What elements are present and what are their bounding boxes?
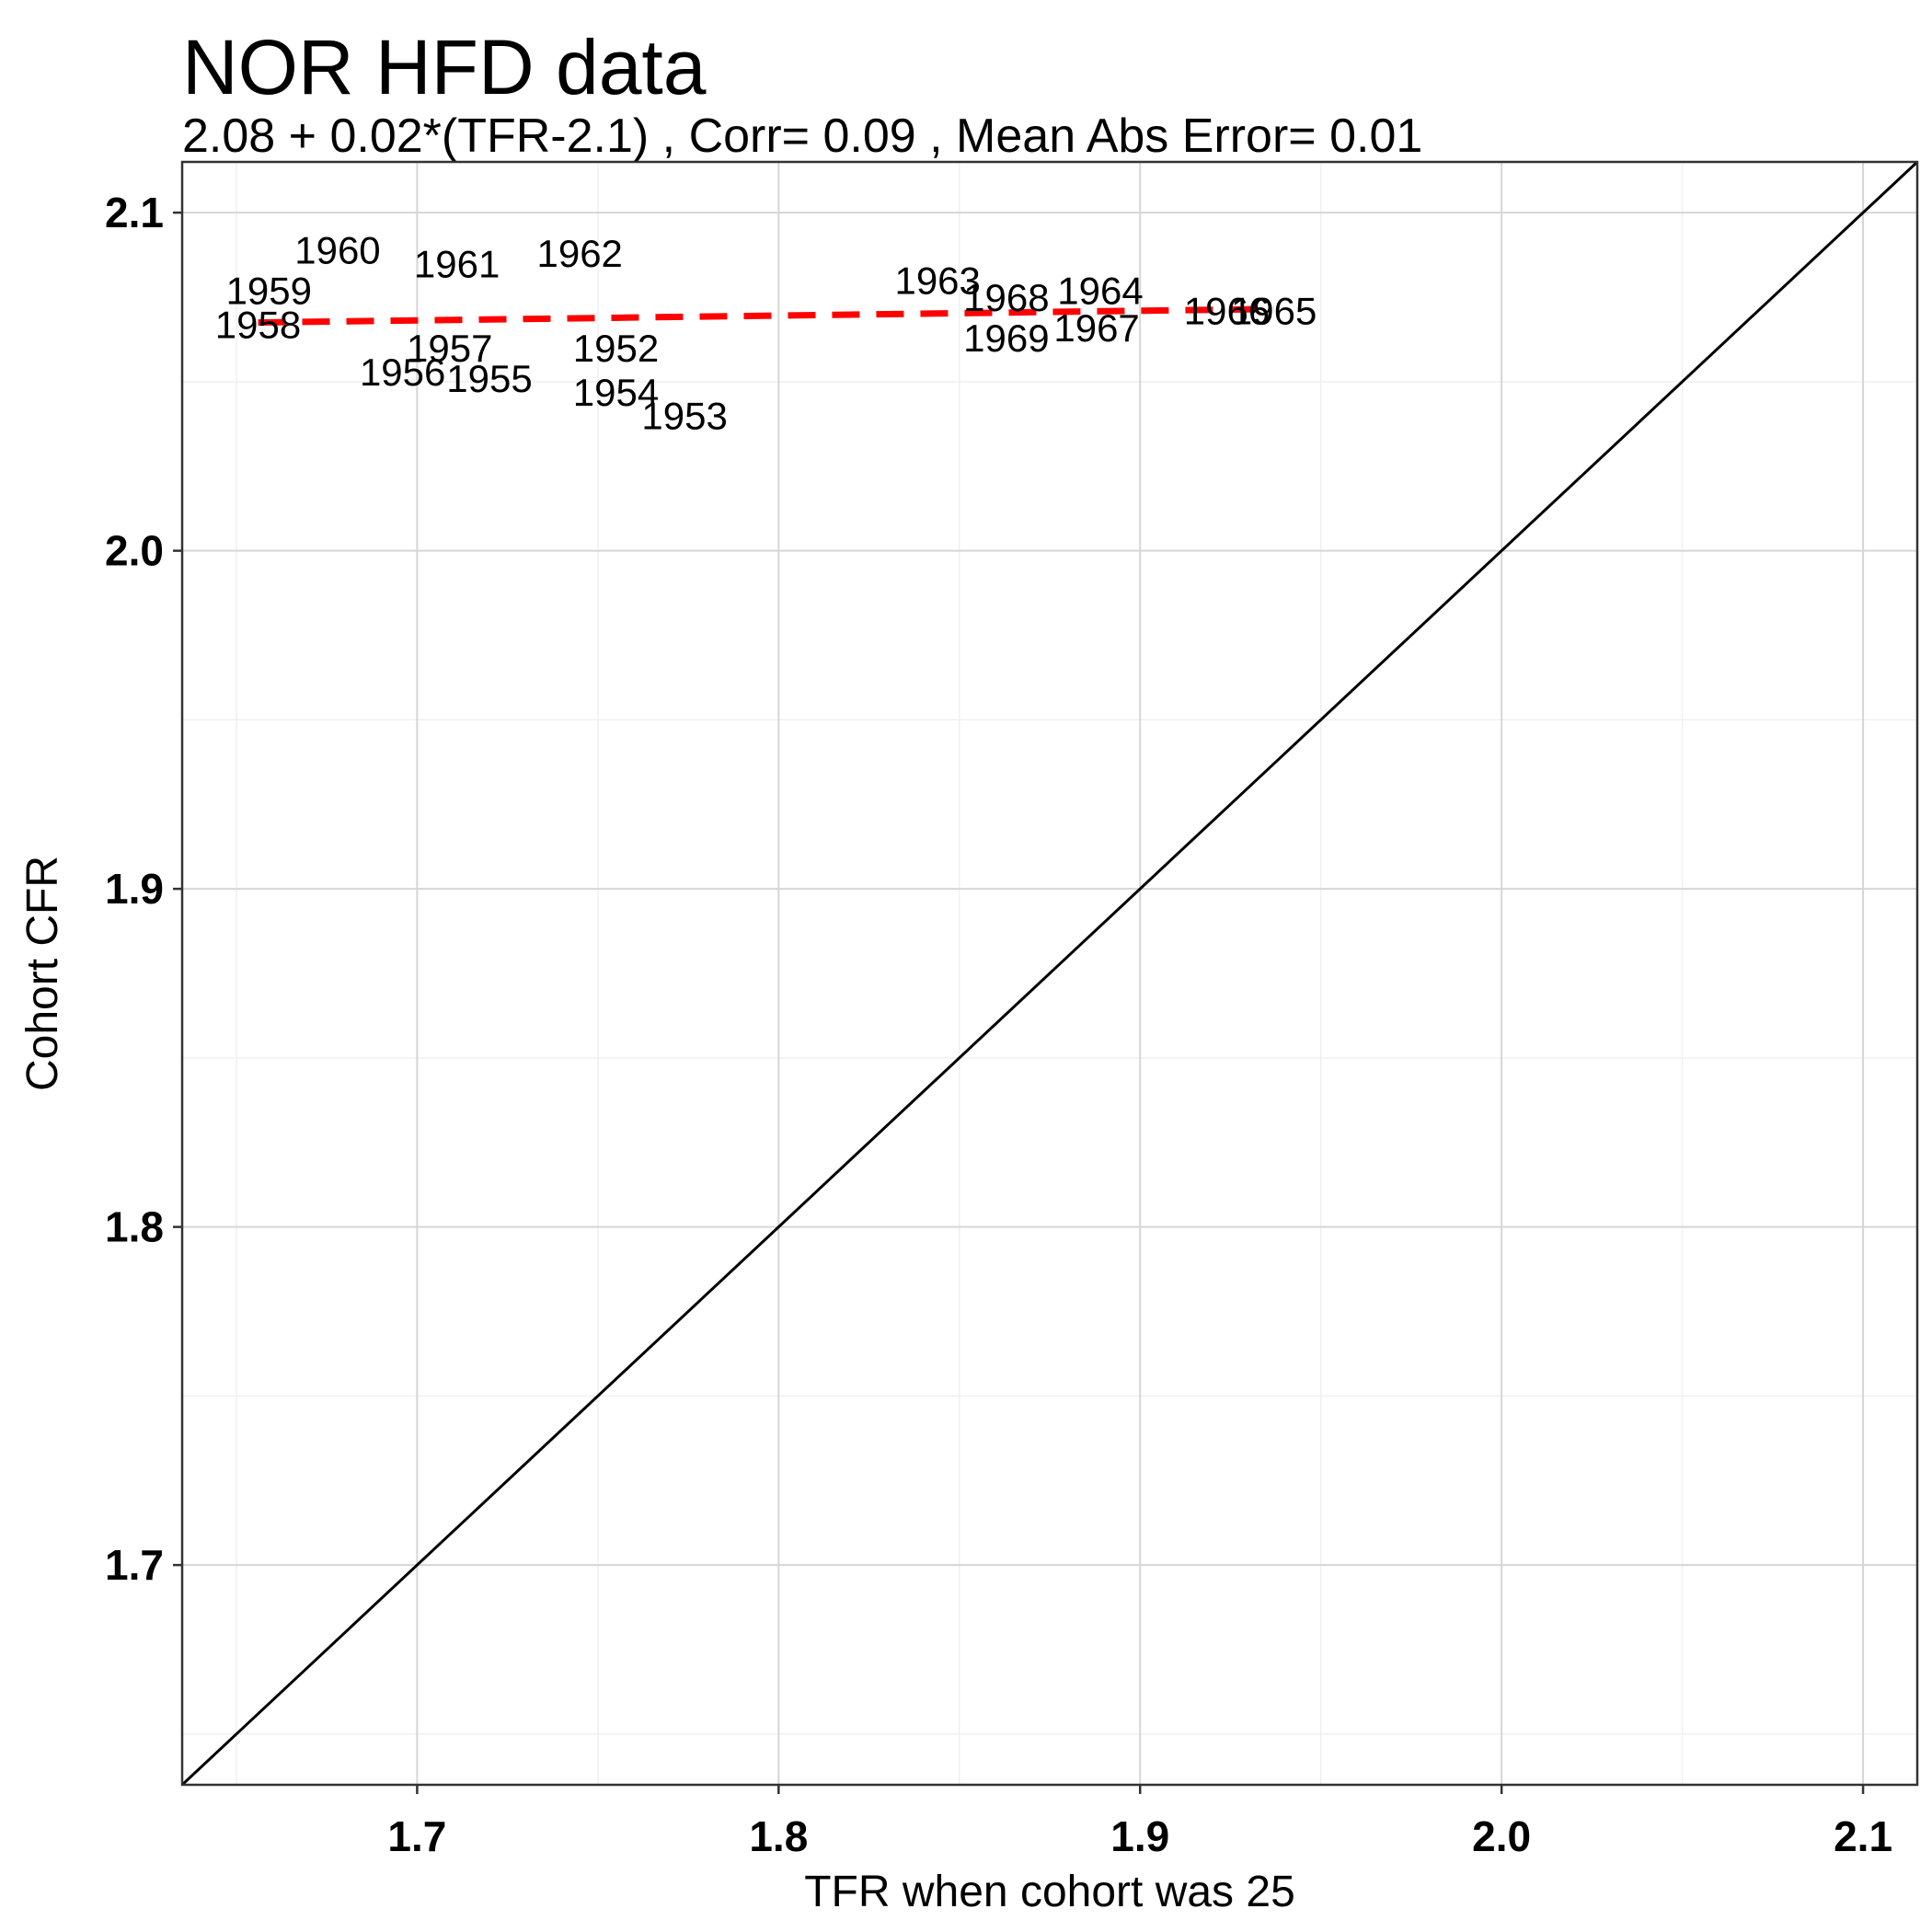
x-tick-label: 1.8	[749, 1812, 808, 1860]
point-label-1952: 1952	[573, 327, 659, 370]
chart-title: NOR HFD data	[182, 24, 707, 110]
point-label-1961: 1961	[414, 242, 500, 285]
point-label-1966: 1966	[1184, 290, 1270, 333]
y-tick-label: 2.0	[105, 527, 164, 575]
point-label-1955: 1955	[446, 357, 532, 400]
axis-ticks	[173, 211, 1865, 1794]
x-tick-label: 2.0	[1472, 1812, 1531, 1860]
point-label-1967: 1967	[1053, 306, 1139, 350]
point-label-1968: 1968	[963, 276, 1049, 319]
x-tick-labels: 1.7 1.8 1.9 2.0 2.1	[387, 1812, 1892, 1860]
fit-line	[258, 305, 1274, 327]
chart-subtitle: 2.08 + 0.02*(TFR-2.1) , Corr= 0.09 , Mea…	[182, 109, 1422, 163]
point-label-1960: 1960	[294, 229, 380, 272]
point-label-1964: 1964	[1057, 270, 1143, 313]
point-label-1963: 1963	[894, 259, 980, 303]
y-tick-label: 2.1	[105, 189, 164, 236]
point-label-1965: 1965	[1231, 290, 1317, 333]
point-label-1954: 1954	[573, 371, 659, 414]
plot-border	[180, 160, 1919, 1787]
x-axis-title: TFR when cohort was 25	[804, 1868, 1295, 1916]
y-tick-label: 1.9	[105, 865, 164, 913]
point-label-1959: 1959	[226, 270, 312, 313]
y-tick-label: 1.7	[105, 1541, 164, 1589]
point-label-1956: 1956	[360, 351, 445, 394]
y-tick-label: 1.8	[105, 1203, 164, 1251]
y-tick-labels: 1.7 1.8 1.9 2.0 2.1	[105, 189, 164, 1589]
grid-minor	[182, 162, 1917, 1785]
point-label-1969: 1969	[963, 316, 1049, 360]
y-axis-title: Cohort CFR	[18, 856, 67, 1091]
x-tick-label: 1.7	[387, 1812, 446, 1860]
point-label-1953: 1953	[641, 395, 727, 438]
identity-line	[180, 160, 1919, 1787]
lines	[180, 160, 1919, 1787]
point-label-1962: 1962	[536, 232, 622, 275]
point-label-1958: 1958	[215, 303, 301, 346]
x-tick-label: 1.9	[1110, 1812, 1169, 1860]
point-label-1957: 1957	[407, 327, 492, 370]
grid-major	[182, 162, 1917, 1785]
x-tick-label: 2.1	[1834, 1812, 1892, 1860]
